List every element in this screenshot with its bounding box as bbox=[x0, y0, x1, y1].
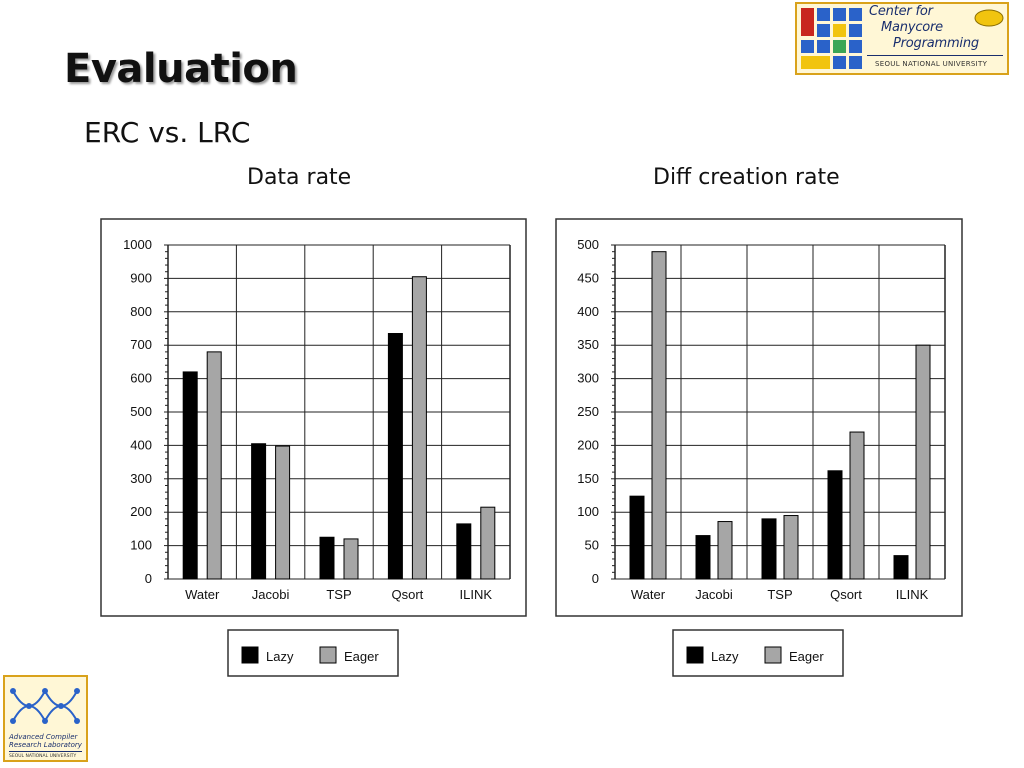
x-tick-label: ILINK bbox=[896, 587, 929, 602]
y-tick-label: 700 bbox=[130, 337, 152, 352]
chart-frame bbox=[555, 218, 963, 617]
bar-eager-tsp bbox=[343, 538, 359, 580]
logo-tile bbox=[849, 40, 862, 53]
bars bbox=[182, 276, 496, 580]
y-tick-label: 0 bbox=[145, 571, 152, 586]
y-tick-label: 400 bbox=[577, 304, 599, 319]
x-tick-label: Qsort bbox=[392, 587, 424, 602]
chart-frame bbox=[100, 218, 527, 617]
legend-label-eager: Eager bbox=[344, 649, 379, 664]
bar-eager-jacobi bbox=[275, 445, 291, 580]
bar-lazy-tsp bbox=[761, 518, 777, 580]
logo-tile bbox=[833, 24, 846, 37]
bar-eager-ilink bbox=[480, 506, 496, 580]
bars bbox=[629, 251, 931, 580]
x-tick-label: Water bbox=[631, 587, 666, 602]
y-tick-label: 400 bbox=[130, 437, 152, 452]
dna-helix-icon bbox=[10, 688, 80, 724]
y-tick-label: 0 bbox=[592, 571, 599, 586]
x-tick-label: TSP bbox=[767, 587, 792, 602]
legend: Lazy Eager bbox=[227, 629, 399, 677]
logo-text-line1: Center for bbox=[869, 4, 933, 19]
legend-swatch-eager bbox=[319, 646, 337, 664]
y-tick-label: 800 bbox=[130, 304, 152, 319]
bar-eager-qsort bbox=[411, 276, 427, 580]
x-tick-label: TSP bbox=[326, 587, 351, 602]
legend-label-lazy: Lazy bbox=[711, 649, 739, 664]
logo-tile bbox=[817, 40, 830, 53]
logo-tile bbox=[817, 8, 830, 21]
legend-swatch-eager bbox=[764, 646, 782, 664]
legend-swatch-lazy bbox=[686, 646, 704, 664]
y-tick-label: 600 bbox=[130, 371, 152, 386]
logo-tile bbox=[849, 8, 862, 21]
logo-tile bbox=[849, 56, 862, 69]
logo-divider bbox=[9, 751, 82, 752]
bar-eager-qsort bbox=[849, 431, 865, 580]
y-tick-label: 300 bbox=[577, 371, 599, 386]
x-tick-label: Qsort bbox=[830, 587, 862, 602]
chart-data-rate: 0 100 200 300 400 500 600 700 800 900 1000 Water Jac… bbox=[100, 218, 527, 677]
y-tick-label: 50 bbox=[585, 538, 599, 553]
logo-tile bbox=[817, 24, 830, 37]
y-axis: 0 100 200 300 400 500 600 700 800 900 1000 bbox=[123, 237, 510, 586]
logo-tile bbox=[801, 8, 814, 36]
logo-tile bbox=[801, 40, 814, 53]
x-tick-label: Jacobi bbox=[252, 587, 290, 602]
bar-eager-water bbox=[206, 351, 222, 580]
y-tick-label: 350 bbox=[577, 337, 599, 352]
y-tick-label: 200 bbox=[130, 504, 152, 519]
logo-text-line2: Manycore bbox=[881, 20, 943, 35]
bar-lazy-ilink bbox=[456, 523, 472, 580]
bar-eager-ilink bbox=[915, 344, 931, 580]
bar-lazy-jacobi bbox=[695, 535, 711, 580]
logo-tile bbox=[833, 8, 846, 21]
y-tick-label: 450 bbox=[577, 270, 599, 285]
y-tick-label: 250 bbox=[577, 404, 599, 419]
slide-subtitle: ERC vs. LRC bbox=[84, 116, 251, 149]
y-tick-label: 900 bbox=[130, 270, 152, 285]
y-tick-label: 200 bbox=[577, 437, 599, 452]
logo-emblem-icon bbox=[974, 9, 1004, 27]
legend-label-eager: Eager bbox=[789, 649, 824, 664]
legend-label-lazy: Lazy bbox=[266, 649, 294, 664]
chart-title-data-rate: Data rate bbox=[247, 165, 352, 190]
logo-university-text: SEOUL NATIONAL UNIVERSITY bbox=[9, 754, 77, 759]
chart-diff-creation-rate: 0 50 100 150 200 250 300 350 400 450 500 Water Jacob… bbox=[555, 218, 963, 677]
logo-text: Advanced Compiler Research Laboratory bbox=[9, 733, 82, 749]
x-tick-label: Jacobi bbox=[695, 587, 733, 602]
slide-title: Evaluation bbox=[64, 46, 298, 92]
x-tick-label: Water bbox=[185, 587, 220, 602]
center-for-manycore-programming-logo: Center for Manycore Programming SEOUL NA… bbox=[795, 2, 1009, 75]
bar-eager-water bbox=[651, 251, 667, 580]
y-tick-label: 500 bbox=[130, 404, 152, 419]
bar-lazy-jacobi bbox=[251, 443, 267, 580]
bar-lazy-tsp bbox=[319, 536, 335, 580]
bar-lazy-water bbox=[629, 495, 645, 580]
y-tick-label: 500 bbox=[577, 237, 599, 252]
logo-tile bbox=[833, 56, 846, 69]
legend: Lazy Eager bbox=[672, 629, 844, 677]
logo-divider bbox=[867, 55, 1003, 56]
x-tick-label: ILINK bbox=[460, 587, 493, 602]
y-tick-label: 300 bbox=[130, 471, 152, 486]
chart-title-diff-creation-rate: Diff creation rate bbox=[653, 165, 840, 190]
y-tick-label: 100 bbox=[577, 504, 599, 519]
y-tick-label: 150 bbox=[577, 471, 599, 486]
bar-eager-jacobi bbox=[717, 521, 733, 580]
y-tick-label: 1000 bbox=[123, 237, 152, 252]
logo-university-text: SEOUL NATIONAL UNIVERSITY bbox=[875, 60, 988, 68]
bar-lazy-qsort bbox=[827, 470, 843, 580]
advanced-compiler-research-laboratory-logo: Advanced Compiler Research Laboratory SE… bbox=[3, 675, 88, 762]
bar-lazy-qsort bbox=[387, 333, 403, 580]
logo-text-line3: Programming bbox=[893, 36, 979, 51]
y-tick-label: 100 bbox=[130, 538, 152, 553]
logo-tile bbox=[849, 24, 862, 37]
logo-tile bbox=[833, 40, 846, 53]
legend-swatch-lazy bbox=[241, 646, 259, 664]
bar-lazy-water bbox=[182, 371, 198, 580]
bar-eager-tsp bbox=[783, 515, 799, 580]
logo-tile bbox=[801, 56, 830, 69]
bar-lazy-ilink bbox=[893, 555, 909, 580]
